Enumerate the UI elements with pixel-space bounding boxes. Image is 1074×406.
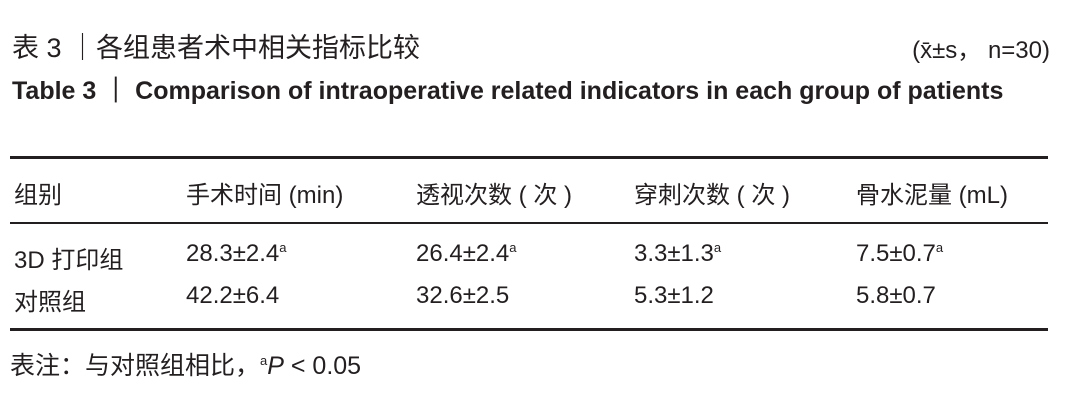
cell-sup: a: [935, 240, 944, 255]
cell-text: 对照组: [14, 289, 86, 316]
column-header: 穿刺次数 ( 次 ): [634, 182, 790, 209]
cell-text: 32.6±2.5: [416, 282, 510, 309]
table-cell: 3D 打印组: [14, 240, 123, 275]
cell-text: 5.8±0.7: [856, 282, 936, 309]
note-prefix: 表注：与对照组相比，: [10, 352, 261, 380]
title: 表 3 ｜各组患者术中相关指标比较: [12, 33, 421, 63]
cell-text: 26.4±2.4: [416, 240, 510, 267]
mid-rule: [10, 222, 1048, 224]
cell-sup: a: [509, 240, 517, 255]
title-en: Table 3 ｜ Comparison of intraoperative r…: [12, 77, 1004, 105]
note-sup: a: [260, 353, 268, 368]
top-rule: [10, 156, 1048, 159]
note-text: < 0.05: [283, 352, 362, 380]
table-cell: 对照组: [14, 282, 86, 317]
column-header: 骨水泥量 (mL): [856, 182, 1008, 209]
table-cell: 7.5±0.7a: [856, 240, 943, 268]
table-cell: 3.3±1.3a: [634, 240, 721, 268]
table-cell: 26.4±2.4a: [416, 240, 516, 268]
cell-text: 3D 打印组: [14, 247, 124, 274]
cell-sup: a: [279, 240, 287, 255]
cell-text: 3.3±1.3: [634, 240, 714, 267]
table-cell: 5.3±1.2: [634, 282, 714, 310]
cell-text: 28.3±2.4: [186, 240, 280, 267]
bottom-rule: [10, 328, 1048, 331]
table-cell: 42.2±6.4: [186, 282, 279, 310]
cell-text: 5.3±1.2: [634, 282, 714, 309]
column-header: 手术时间 (min): [186, 182, 344, 209]
table-cell: 5.8±0.7: [856, 282, 936, 310]
column-header: 组别: [14, 182, 62, 209]
table-cell: 32.6±2.5: [416, 282, 509, 310]
column-header: 透视次数 ( 次 ): [416, 182, 572, 209]
cell-text: 7.5±0.7: [856, 240, 936, 267]
note: 表注：与对照组相比，aP < 0.05: [10, 346, 361, 382]
cell-text: 42.2±6.4: [186, 282, 280, 309]
stats: (x̄±s， n=30): [912, 37, 1050, 64]
cell-sup: a: [713, 240, 722, 255]
note-symbol: P: [267, 352, 284, 380]
table-cell: 28.3±2.4a: [186, 240, 286, 268]
